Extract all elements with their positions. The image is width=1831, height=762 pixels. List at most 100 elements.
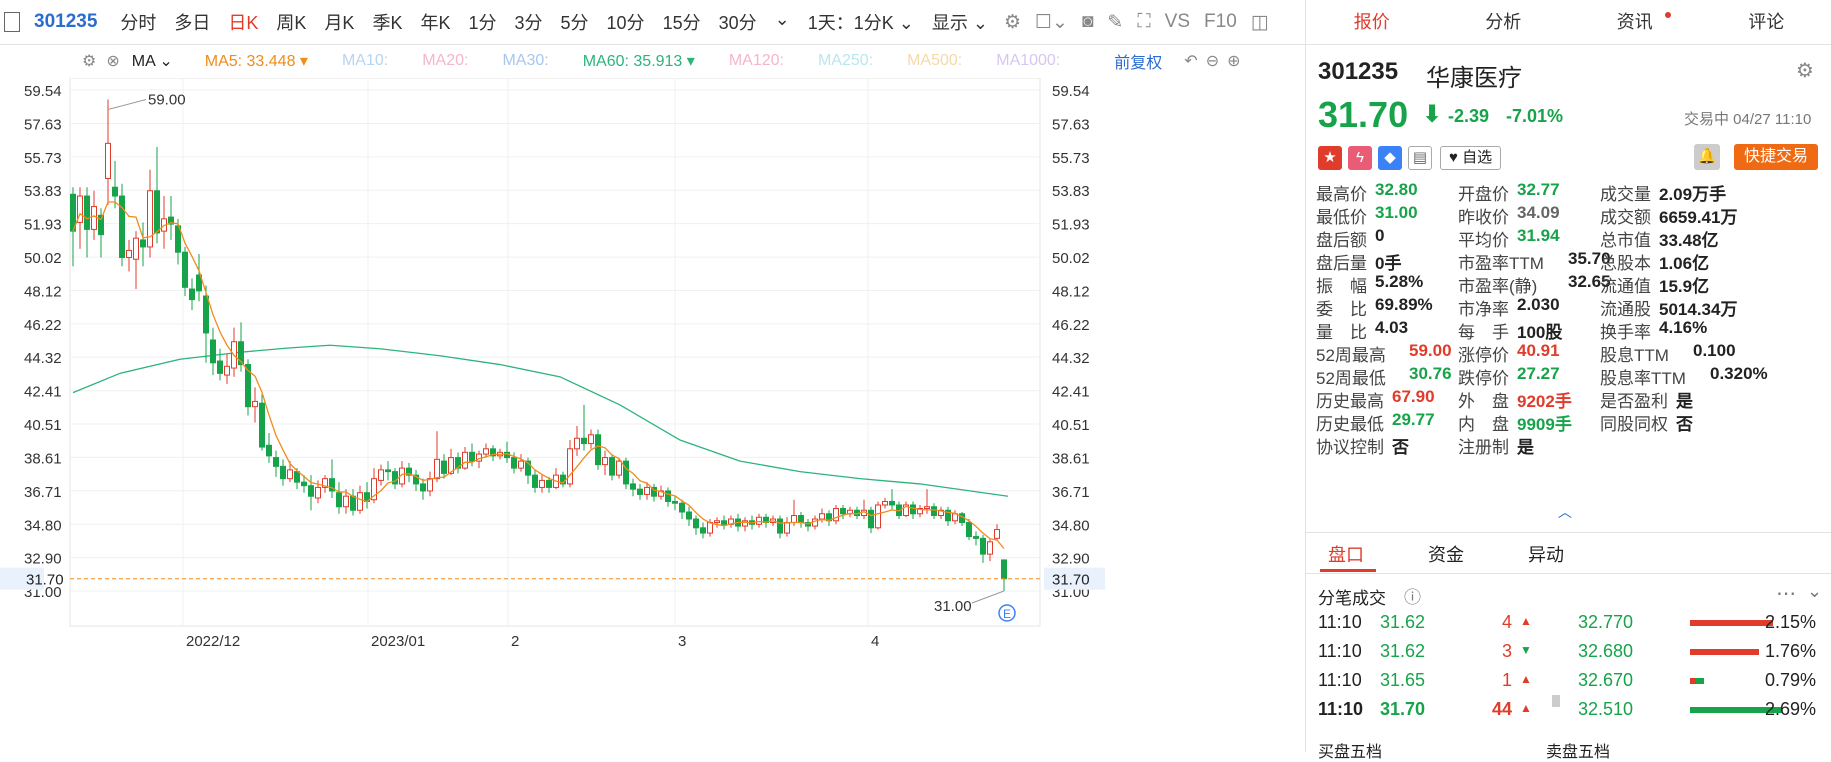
watchlist-button[interactable]: ♥ 自选 <box>1440 146 1501 170</box>
adjust-button[interactable]: 前复权 <box>1114 49 1162 73</box>
square-icon[interactable]: ☐⌄ <box>1035 11 1068 34</box>
panel-tab-0[interactable]: 报价 <box>1306 0 1438 44</box>
panel-tab-3[interactable]: 评论 <box>1701 0 1831 44</box>
ma120-label[interactable]: MA120: <box>729 52 784 70</box>
ma1000-label[interactable]: MA1000: <box>996 52 1060 70</box>
compare-dropdown[interactable]: 1天：1分K ⌄ <box>808 9 914 35</box>
trade-time: 11:10 <box>1318 670 1362 691</box>
bell-icon[interactable]: 🔔 <box>1694 144 1720 170</box>
f10-button[interactable]: F10 <box>1204 11 1237 33</box>
period-tab-10[interactable]: 10分 <box>607 9 645 35</box>
period-tab-5[interactable]: 季K <box>372 9 402 35</box>
panel-tab-1[interactable]: 分析 <box>1438 0 1570 44</box>
period-tab-12[interactable]: 30分 <box>719 9 757 35</box>
zoom-in-icon[interactable]: ⊕ <box>1227 51 1240 71</box>
y-tick-right: 40.51 <box>1052 417 1090 434</box>
section-tab-1[interactable]: 资金 <box>1428 541 1464 567</box>
candle-body <box>421 484 426 491</box>
stat-value: 1.06亿 <box>1659 249 1709 274</box>
note-icon[interactable]: ▤ <box>1408 146 1432 170</box>
more-icon[interactable]: ⋯ <box>1776 581 1796 606</box>
period-tab-9[interactable]: 5分 <box>561 9 589 35</box>
y-tick-left: 32.90 <box>24 551 62 568</box>
quick-trade-button[interactable]: 快捷交易 <box>1734 144 1818 170</box>
section-tab-2[interactable]: 异动 <box>1528 541 1564 567</box>
period-tab-3[interactable]: 周K <box>276 9 306 35</box>
ma5-label[interactable]: MA5: 33.448 ▾ <box>205 51 308 71</box>
stat-value: 69.89% <box>1375 295 1433 315</box>
ma250-label[interactable]: MA250: <box>818 52 873 70</box>
settings-icon[interactable]: ⚙ <box>82 51 96 71</box>
candle-body <box>722 521 727 525</box>
fullscreen-icon[interactable]: ⛶ <box>1137 11 1150 33</box>
gear-icon[interactable]: ⚙ <box>1004 11 1021 34</box>
panel-toggle-icon[interactable]: ◫ <box>1251 11 1269 34</box>
period-tab-0[interactable]: 分时 <box>120 9 156 35</box>
period-tab-2[interactable]: 日K <box>228 9 258 35</box>
stat-value: 100股 <box>1517 318 1562 343</box>
period-tab-4[interactable]: 月K <box>324 9 354 35</box>
candle-body <box>582 438 587 443</box>
candle-body <box>260 403 265 447</box>
info-icon[interactable]: ⓘ <box>1404 583 1421 608</box>
sidebar-toggle-icon[interactable] <box>4 12 20 32</box>
display-dropdown[interactable]: 显示 ⌄ <box>932 9 988 35</box>
ma-title[interactable]: MA ⌄ <box>132 51 173 71</box>
candle-body <box>1002 560 1007 579</box>
y-tick-left: 38.61 <box>24 450 62 467</box>
zoom-out-icon[interactable]: ⊖ <box>1206 51 1219 71</box>
period-tab-6[interactable]: 年K <box>420 9 450 35</box>
stat-label: 成交量 <box>1600 180 1651 205</box>
stat-value: 是 <box>1676 387 1693 412</box>
ma10-label[interactable]: MA10: <box>342 52 388 70</box>
candle-body <box>120 196 125 257</box>
collapse-chevron-icon[interactable]: ︿ <box>1558 502 1572 522</box>
stat-value: 2.030 <box>1517 295 1560 315</box>
ma60-label[interactable]: MA60: 35.913 ▾ <box>583 51 695 71</box>
undo-icon[interactable]: ↶ <box>1184 51 1197 71</box>
ma20-label[interactable]: MA20: <box>422 52 468 70</box>
candle-body <box>113 187 118 196</box>
stat-label: 总市值 <box>1600 226 1651 251</box>
expand-icon[interactable]: ⌄ <box>1807 581 1822 602</box>
stat-label: 盘后量 <box>1316 249 1367 274</box>
camera-icon[interactable]: ◙ <box>1082 11 1093 33</box>
stat-label: 52周最低 <box>1316 364 1386 389</box>
period-tab-1[interactable]: 多日 <box>174 9 210 35</box>
stat-label: 52周最高 <box>1316 341 1386 366</box>
candle-body <box>589 435 594 444</box>
section-tab-0[interactable]: 盘口 <box>1328 541 1364 567</box>
period-tab-8[interactable]: 3分 <box>515 9 543 35</box>
y-tick-right: 59.54 <box>1052 83 1090 100</box>
ma30-label[interactable]: MA30: <box>502 52 548 70</box>
period-tab-11[interactable]: 15分 <box>663 9 701 35</box>
candle-body <box>757 517 762 524</box>
stat-value: 0.100 <box>1693 341 1736 361</box>
ma500-label[interactable]: MA500: <box>907 52 962 70</box>
tag-icon[interactable]: ◆ <box>1378 146 1402 170</box>
stat-label: 平均价 <box>1458 226 1509 251</box>
candle-body <box>106 143 111 178</box>
candle-body <box>680 503 685 512</box>
y-tick-right: 53.83 <box>1052 183 1090 200</box>
pencil-icon[interactable]: ✎ <box>1107 11 1123 34</box>
period-tab-7[interactable]: 1分 <box>468 9 496 35</box>
lightning-icon[interactable]: ϟ <box>1348 146 1372 170</box>
candle-body <box>484 449 489 454</box>
candle-body <box>925 507 930 509</box>
period-more-icon[interactable]: ⌄ <box>775 9 790 35</box>
candle-body <box>309 486 314 497</box>
stat-label: 总股本 <box>1600 249 1651 274</box>
vs-button[interactable]: VS <box>1165 11 1190 33</box>
stat-value: 6659.41万 <box>1659 203 1737 228</box>
panel-gear-icon[interactable]: ⚙ <box>1796 58 1814 83</box>
candle-body <box>631 484 636 489</box>
candle-body <box>701 528 706 533</box>
close-icon[interactable]: ⊗ <box>106 51 119 71</box>
panel-tab-2[interactable]: 资讯 <box>1569 0 1701 44</box>
flag-icon[interactable]: ★ <box>1318 146 1342 170</box>
stat-value: 32.80 <box>1375 180 1418 200</box>
y-tick-right: 32.90 <box>1052 551 1090 568</box>
trades-scrollbar[interactable] <box>1552 695 1560 707</box>
